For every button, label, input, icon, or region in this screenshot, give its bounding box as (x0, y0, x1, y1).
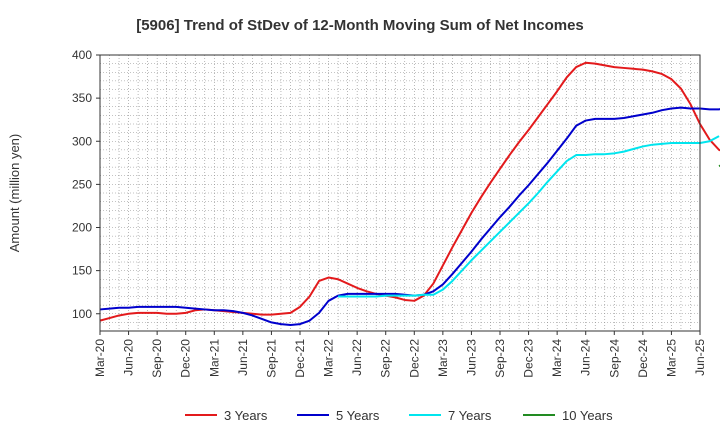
y-tick-label: 100 (72, 307, 92, 321)
legend-label-5-years: 5 Years (336, 408, 380, 423)
x-tick-label: Dec-20 (179, 339, 193, 378)
x-tick-label: Sep-21 (264, 339, 278, 378)
x-tick-label: Jun-20 (122, 339, 136, 376)
x-tick-label: Mar-21 (207, 339, 221, 377)
x-tick-label: Jun-21 (236, 339, 250, 376)
y-tick-label: 400 (72, 48, 92, 62)
x-tick-label: Dec-21 (293, 339, 307, 378)
x-tick-label: Mar-23 (436, 339, 450, 377)
legend-label-7-years: 7 Years (448, 408, 492, 423)
x-tick-label: Sep-23 (493, 339, 507, 378)
x-tick-label: Mar-20 (93, 339, 107, 377)
y-tick-label: 150 (72, 264, 92, 278)
x-tick-label: Mar-22 (322, 339, 336, 377)
plot-border (99, 54, 701, 332)
x-tick-label: Mar-25 (664, 339, 678, 377)
x-tick-label: Jun-24 (579, 339, 593, 376)
y-tick-label: 250 (72, 177, 92, 191)
x-tick-label: Jun-22 (350, 339, 364, 376)
x-tick-label: Sep-22 (379, 339, 393, 378)
legend-label-3-years: 3 Years (224, 408, 268, 423)
y-axis: 100 150 200 250 300 350 400 (72, 48, 100, 321)
x-tick-label: Dec-22 (407, 339, 421, 378)
y-axis-title: Amount (million yen) (7, 134, 22, 253)
y-tick-label: 350 (72, 91, 92, 105)
x-tick-label: Dec-24 (636, 339, 650, 378)
x-tick-label: Sep-24 (607, 339, 621, 378)
x-tick-label: Jun-23 (464, 339, 478, 376)
legend-label-10-years: 10 Years (562, 408, 613, 423)
y-tick-label: 300 (72, 134, 92, 148)
x-tick-label: Dec-23 (522, 339, 536, 378)
y-tick-label: 200 (72, 221, 92, 235)
chart-title: [5906] Trend of StDev of 12-Month Moving… (136, 17, 584, 34)
series-line-7-years (338, 135, 720, 298)
series-lines (99, 61, 720, 326)
x-tick-label: Jun-25 (693, 339, 707, 376)
x-tick-label: Sep-20 (150, 339, 164, 378)
x-axis: Mar-20 Jun-20 Sep-20 Dec-20 Mar-21 Jun-21 Sep-… (93, 331, 707, 378)
legend: 3 Years 5 Years 7 Years 10 Years (185, 408, 613, 423)
x-tick-label: Mar-24 (550, 339, 564, 377)
